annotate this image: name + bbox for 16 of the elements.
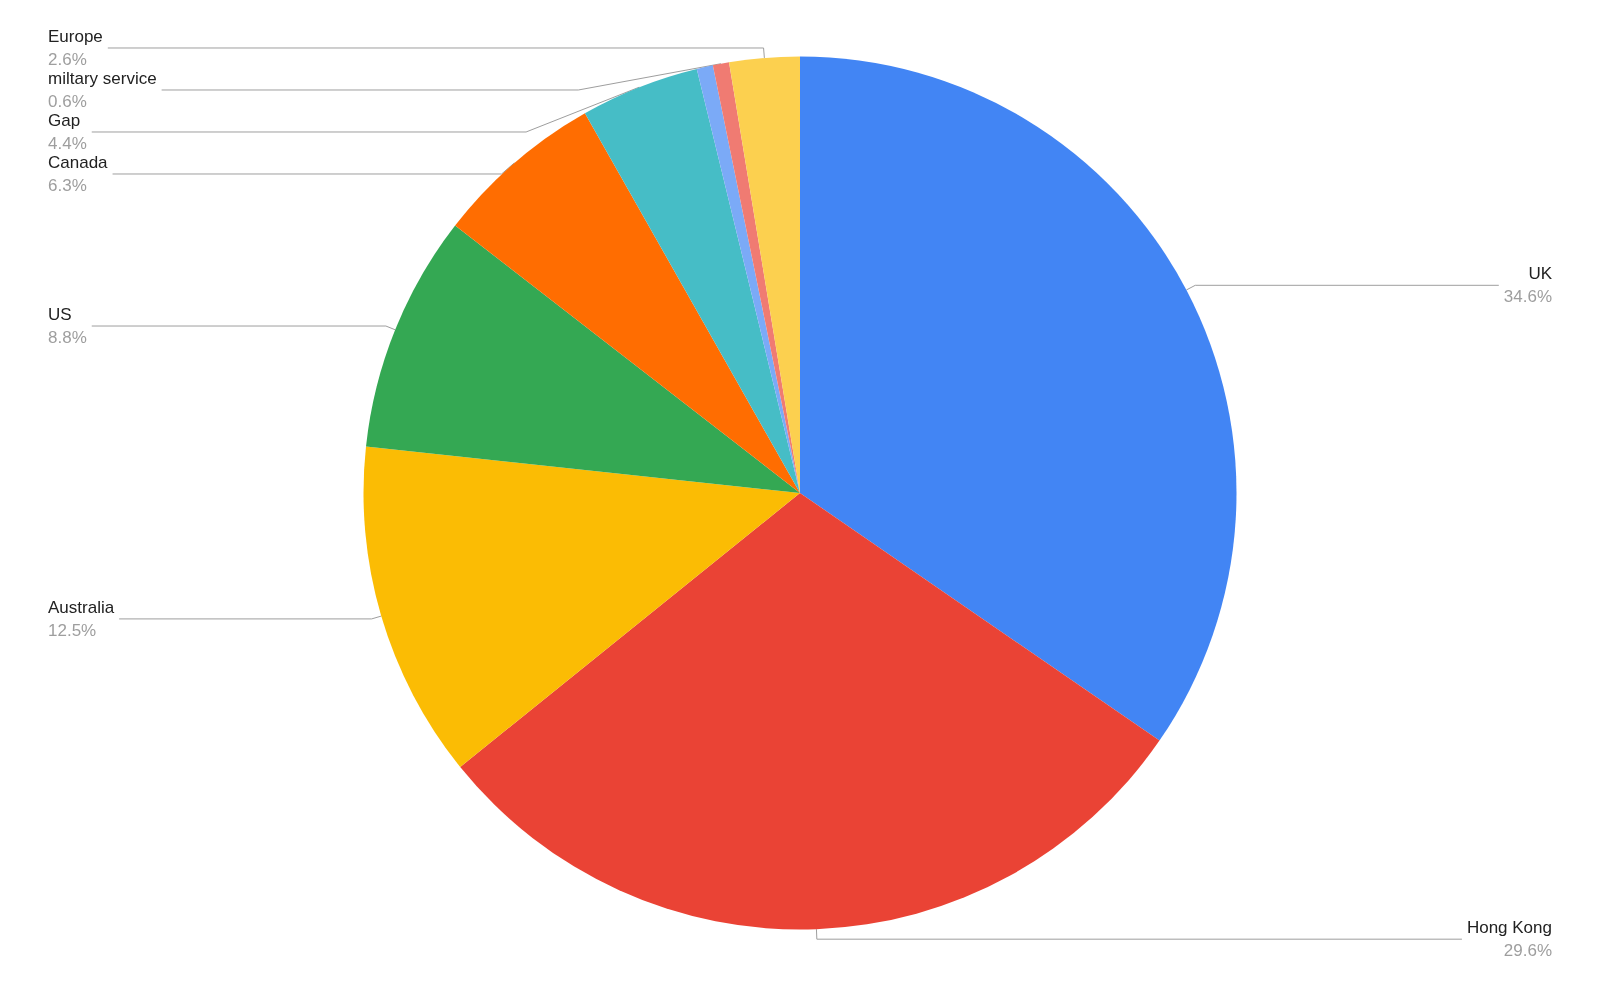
data-label: 6.3% bbox=[48, 175, 87, 195]
slice-label: Europe bbox=[48, 26, 103, 46]
slice-label: UK bbox=[1528, 264, 1553, 284]
data-label: 12.5% bbox=[48, 620, 97, 640]
data-label: 0.6% bbox=[48, 91, 87, 111]
data-label: 4.4% bbox=[48, 133, 87, 153]
slice-label: Hong Kong bbox=[1466, 918, 1552, 938]
slice-label: Canada bbox=[48, 152, 109, 172]
slice-label: miltary service bbox=[48, 68, 157, 88]
slice-label: US bbox=[48, 305, 72, 325]
data-label: 2.6% bbox=[48, 49, 87, 69]
data-label: 8.8% bbox=[48, 328, 87, 348]
slice-label: Australia bbox=[48, 597, 115, 617]
data-label: 34.6% bbox=[1503, 287, 1552, 307]
data-label: 29.6% bbox=[1503, 941, 1552, 961]
slice-label: Gap bbox=[48, 110, 81, 130]
